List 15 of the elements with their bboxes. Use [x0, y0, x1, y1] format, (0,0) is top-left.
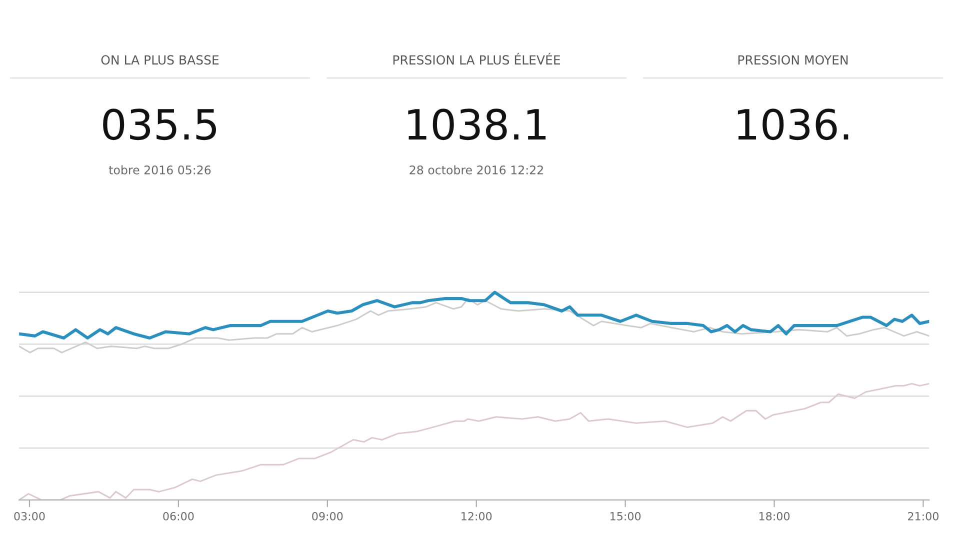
text: 28 octobre 2016 12:22	[410, 165, 543, 174]
x-tick-label: 03:00	[14, 512, 45, 520]
x-tick-label: 18:00	[759, 512, 790, 520]
text: tobre 2016 05:26	[108, 165, 211, 174]
x-tick-label: 09:00	[312, 512, 343, 520]
text: ON LA PLUS BASSE	[101, 55, 219, 65]
x-tick-label: 12:00	[462, 512, 492, 520]
x-tick-label: 21:00	[908, 512, 938, 520]
text: PRESSION MOYEN	[738, 55, 848, 65]
x-tick-label: 15:00	[610, 512, 641, 520]
text: 035.5	[103, 108, 216, 140]
text: 1038.1	[408, 108, 546, 140]
text: 1036.	[738, 108, 848, 140]
text: PRESSION LA PLUS ÉLEVÉE	[393, 52, 560, 65]
x-tick-label: 06:00	[163, 512, 194, 520]
